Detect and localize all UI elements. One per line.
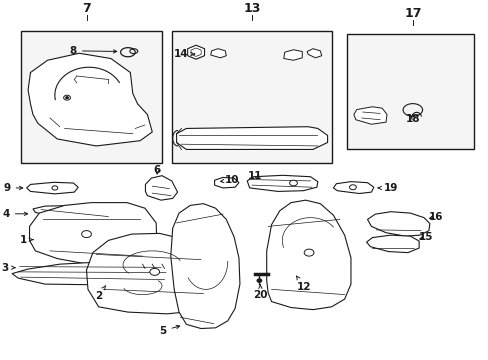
Text: 8: 8 — [70, 46, 117, 56]
Circle shape — [304, 249, 313, 256]
Text: 11: 11 — [248, 171, 262, 181]
Polygon shape — [12, 262, 174, 285]
Text: 16: 16 — [427, 212, 442, 222]
Circle shape — [65, 96, 68, 99]
Bar — [346, 34, 473, 149]
Polygon shape — [187, 45, 204, 59]
Polygon shape — [333, 182, 373, 194]
Polygon shape — [145, 176, 177, 200]
Polygon shape — [29, 203, 157, 266]
Text: 3: 3 — [1, 263, 15, 273]
Text: 13: 13 — [243, 2, 260, 15]
Text: 4: 4 — [2, 209, 27, 219]
Polygon shape — [247, 175, 317, 192]
Text: 12: 12 — [296, 276, 311, 292]
Text: 7: 7 — [82, 2, 91, 15]
Text: 15: 15 — [418, 232, 432, 242]
Polygon shape — [353, 107, 386, 124]
Polygon shape — [28, 53, 152, 146]
Text: 14: 14 — [174, 49, 194, 59]
Circle shape — [149, 268, 159, 275]
Text: 20: 20 — [253, 285, 267, 300]
Text: 2: 2 — [95, 285, 105, 301]
Text: 1: 1 — [20, 235, 33, 245]
Text: 9: 9 — [3, 183, 23, 193]
Text: 17: 17 — [403, 7, 421, 20]
Bar — [20, 31, 162, 163]
Polygon shape — [86, 233, 215, 314]
Polygon shape — [170, 204, 240, 329]
Polygon shape — [33, 206, 117, 223]
Circle shape — [257, 279, 261, 282]
Polygon shape — [191, 48, 201, 57]
Bar — [171, 31, 332, 163]
Circle shape — [63, 95, 70, 100]
Polygon shape — [283, 50, 302, 60]
Polygon shape — [210, 49, 226, 58]
Polygon shape — [266, 200, 350, 310]
Text: 6: 6 — [153, 166, 161, 175]
Text: 10: 10 — [220, 175, 239, 185]
Polygon shape — [306, 49, 321, 58]
Polygon shape — [214, 177, 239, 188]
Text: 19: 19 — [377, 183, 397, 193]
Circle shape — [52, 186, 58, 190]
Text: 5: 5 — [159, 325, 179, 336]
Text: 18: 18 — [405, 114, 419, 124]
Circle shape — [349, 185, 356, 190]
Circle shape — [81, 231, 91, 238]
Polygon shape — [366, 235, 418, 253]
Circle shape — [289, 180, 297, 186]
Polygon shape — [367, 212, 429, 236]
Polygon shape — [26, 182, 78, 194]
Polygon shape — [176, 127, 327, 149]
